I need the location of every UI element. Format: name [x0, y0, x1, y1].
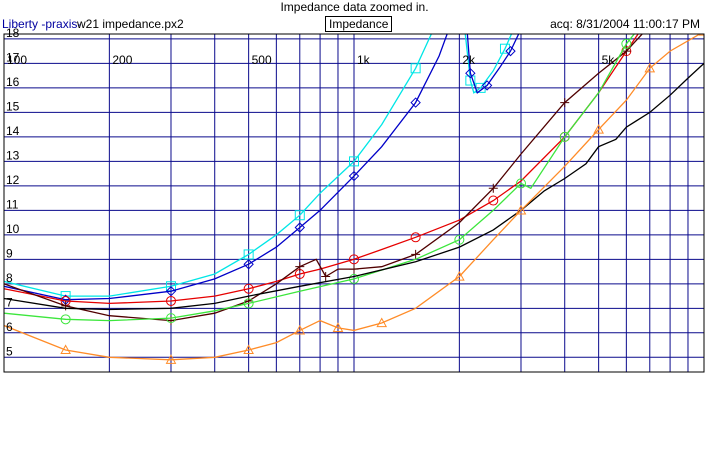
x-tick-label: 500 [252, 53, 272, 67]
y-tick-label: 17 [6, 50, 20, 64]
chart-series [4, 0, 704, 364]
y-tick-label: 9 [6, 246, 13, 260]
diamond-marker [348, 170, 360, 182]
triangle-marker [376, 317, 388, 328]
circle-marker [559, 131, 570, 142]
triangle-marker [644, 62, 656, 73]
x-tick-label: 2k [462, 53, 476, 67]
y-tick-label: 11 [6, 197, 19, 211]
circle-marker [488, 195, 499, 206]
square-marker [294, 210, 305, 221]
circle-marker [410, 232, 421, 243]
chart-grid [4, 34, 704, 372]
y-tick-label: 18 [6, 26, 20, 40]
circle-marker [454, 234, 465, 245]
series-1 [464, 0, 530, 94]
series-7 [4, 62, 704, 311]
series-line [4, 34, 702, 361]
app-name: Liberty -praxis- [2, 17, 82, 31]
impedance-mode-button[interactable]: Impedance [325, 16, 393, 32]
circle-marker [243, 298, 254, 309]
circle-marker [349, 254, 359, 265]
square-marker [443, 0, 452, 7]
y-tick-label: 7 [6, 295, 13, 309]
series-line [4, 34, 433, 297]
series-line [4, 34, 639, 305]
y-tick-label: 13 [6, 148, 20, 162]
triangle-marker [60, 344, 71, 355]
y-tick-label: 6 [6, 320, 13, 334]
diamond-marker [165, 285, 177, 297]
triangle-marker [593, 123, 604, 134]
series-line [4, 34, 636, 322]
y-tick-label: 12 [6, 173, 20, 187]
circle-marker [349, 273, 359, 284]
plus-marker [349, 264, 359, 274]
file-name: w21 impedance.px2 [77, 17, 184, 31]
triangle-marker [165, 354, 177, 364]
series-6 [4, 34, 636, 325]
diamond-marker [294, 222, 305, 233]
series-3 [465, 0, 535, 94]
diamond-marker [465, 67, 476, 79]
x-tick-label: 200 [112, 53, 132, 67]
y-tick-label: 8 [6, 271, 13, 285]
triangle-marker [294, 324, 306, 335]
plus-marker [411, 249, 421, 259]
series-0 [4, 0, 452, 302]
axis-labels: 5 6 7 8 9 10 11 12 13 14 15 16 17 18 100 200 500 1k 2k 5k [6, 26, 615, 358]
triangle-marker [454, 270, 465, 281]
plus-marker [560, 98, 570, 108]
circle-marker [621, 38, 632, 49]
square-marker [521, 0, 530, 7]
square-marker [243, 249, 254, 260]
series-line [4, 62, 704, 311]
diamond-marker [410, 97, 421, 108]
y-tick-label: 5 [6, 344, 13, 358]
acquisition-timestamp: acq: 8/31/2004 11:00:17 PM [550, 17, 700, 31]
series-line [4, 34, 448, 301]
circle-marker [515, 178, 526, 189]
series-line [464, 34, 513, 94]
diamond-marker [481, 80, 493, 91]
circle-marker [243, 283, 254, 294]
circle-marker [165, 313, 176, 324]
triangle-marker [243, 344, 254, 355]
diamond-marker [505, 45, 516, 57]
square-marker [499, 43, 510, 54]
series-5 [4, 34, 644, 326]
square-marker [410, 63, 421, 74]
chart-title: Impedance data zoomed in. [280, 0, 429, 14]
diamond-marker [243, 259, 254, 270]
x-tick-label: 100 [7, 53, 27, 67]
square-marker [465, 75, 476, 86]
series-line [4, 34, 644, 322]
plus-marker [488, 183, 498, 193]
circle-marker [60, 314, 71, 325]
y-tick-label: 10 [6, 222, 20, 236]
circle-marker [165, 295, 176, 306]
x-tick-label: 5k [602, 53, 616, 67]
series-8 [4, 34, 704, 364]
triangle-marker [332, 322, 344, 333]
y-tick-label: 16 [6, 75, 20, 89]
y-tick-label: 15 [6, 99, 20, 113]
triangle-marker [515, 204, 527, 215]
x-tick-label: 1k [357, 53, 371, 67]
plus-marker [321, 271, 331, 281]
y-tick-label: 14 [6, 124, 20, 138]
diamond-marker [447, 17, 456, 26]
diamond-marker [526, 0, 535, 7]
square-marker [349, 156, 359, 167]
plot-frame [3, 33, 705, 373]
plus-marker [295, 262, 305, 272]
